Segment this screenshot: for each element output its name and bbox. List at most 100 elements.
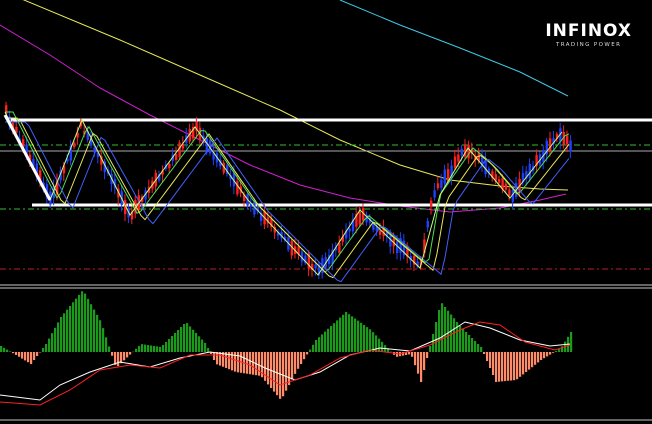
candle-bear xyxy=(487,168,491,174)
macd-bar-negative xyxy=(15,352,18,355)
macd-bar-positive xyxy=(357,320,360,352)
macd-bar-negative xyxy=(417,352,420,374)
macd-bar-positive xyxy=(327,328,330,352)
macd-bar-negative xyxy=(537,352,540,363)
macd-bar-positive xyxy=(558,349,561,352)
macd-bar-positive xyxy=(447,310,450,352)
macd-bar-positive xyxy=(324,331,327,352)
candle-bull xyxy=(491,171,494,178)
macd-bar-negative xyxy=(126,352,129,358)
candle-bull xyxy=(413,255,416,265)
candle-bull xyxy=(273,226,276,233)
candle-bear xyxy=(450,165,453,178)
macd-bar-positive xyxy=(195,333,198,352)
macd-bar-positive xyxy=(96,314,99,352)
macd-bar-positive xyxy=(351,316,354,352)
macd-bar-positive xyxy=(360,322,363,352)
candle-bull xyxy=(270,218,273,228)
macd-bar-negative xyxy=(525,352,528,372)
candle-bear xyxy=(385,230,389,237)
macd-bar-positive xyxy=(315,340,318,352)
macd-bar-negative xyxy=(213,352,216,360)
candle-bear xyxy=(545,140,548,155)
macd-bar-positive xyxy=(474,341,477,352)
macd-bar-negative xyxy=(546,352,549,357)
macd-bar-negative xyxy=(258,352,261,376)
macd-bar-positive xyxy=(480,347,483,352)
candle-bear xyxy=(232,172,236,187)
candle-bear xyxy=(256,206,259,212)
macd-bar-negative xyxy=(300,352,303,364)
candle-bear xyxy=(59,170,62,181)
candle-bull xyxy=(474,155,477,161)
candle-bull xyxy=(379,230,382,235)
candle-bull xyxy=(188,128,191,142)
macd-bar-positive xyxy=(168,339,171,352)
candle-bear xyxy=(226,165,229,175)
macd-bar-negative xyxy=(12,352,15,354)
candle-bear xyxy=(300,251,304,262)
macd-bar-negative xyxy=(420,352,423,382)
macd-bar-positive xyxy=(453,318,456,352)
candle-bear xyxy=(32,159,35,167)
macd-bar-positive xyxy=(69,305,72,352)
candle-bear xyxy=(443,169,446,184)
macd-bar-positive xyxy=(378,338,381,352)
macd-bar-negative xyxy=(210,352,213,354)
candle-bear xyxy=(113,178,117,189)
candle-bear xyxy=(372,222,375,230)
candle-bull xyxy=(464,145,467,157)
candle-bear xyxy=(433,190,436,198)
macd-bar-negative xyxy=(264,352,267,381)
macd-bar-positive xyxy=(477,344,480,352)
macd-bar-positive xyxy=(63,313,66,352)
macd-bar-positive xyxy=(138,345,141,352)
candle-bull xyxy=(124,200,127,215)
macd-bar-positive xyxy=(459,325,462,352)
candle-bull xyxy=(100,156,103,165)
macd-bar-negative xyxy=(117,352,120,367)
macd-bar-negative xyxy=(303,352,306,360)
macd-bar-positive xyxy=(336,320,339,352)
macd-bar-positive xyxy=(90,304,93,352)
candle-bull xyxy=(297,246,300,255)
macd-bar-positive xyxy=(150,345,153,352)
candle-bull xyxy=(453,156,457,168)
candle-bear xyxy=(158,174,161,181)
candle-bull xyxy=(56,179,59,195)
macd-bar-negative xyxy=(552,352,555,353)
macd-bar-negative xyxy=(294,352,297,374)
macd-bar-negative xyxy=(522,352,525,375)
candle-bear xyxy=(25,144,28,156)
candle-bull xyxy=(457,154,460,162)
macd-bar-positive xyxy=(174,333,177,352)
candle-bull xyxy=(467,145,470,159)
macd-bar-negative xyxy=(306,352,309,355)
candle-bear xyxy=(552,138,555,145)
macd-bar-negative xyxy=(39,352,42,353)
macd-bar-positive xyxy=(312,344,315,352)
candle-bear xyxy=(569,140,572,152)
macd-bar-positive xyxy=(369,329,372,352)
candle-bull xyxy=(236,181,239,195)
macd-bar-negative xyxy=(423,352,426,370)
candle-bull xyxy=(175,154,178,160)
macd-bar-positive xyxy=(153,345,156,352)
macd-bar-positive xyxy=(435,322,438,352)
macd-bar-negative xyxy=(483,352,486,354)
candle-bull xyxy=(406,245,409,257)
macd-bar-negative xyxy=(24,352,27,361)
candle-bull xyxy=(5,105,8,115)
macd-bar-positive xyxy=(183,324,186,352)
candle-bull xyxy=(28,154,32,161)
macd-bar-positive xyxy=(318,337,321,352)
brand-logo: INFINOX TRADING POWER xyxy=(545,22,632,48)
macd-bar-positive xyxy=(348,314,351,352)
macd-bar-positive xyxy=(372,332,375,352)
candle-bull xyxy=(134,199,137,214)
candle-bear xyxy=(205,138,208,153)
macd-bar-positive xyxy=(0,346,3,352)
macd-bar-negative xyxy=(21,352,24,359)
macd-bar-positive xyxy=(456,322,459,352)
